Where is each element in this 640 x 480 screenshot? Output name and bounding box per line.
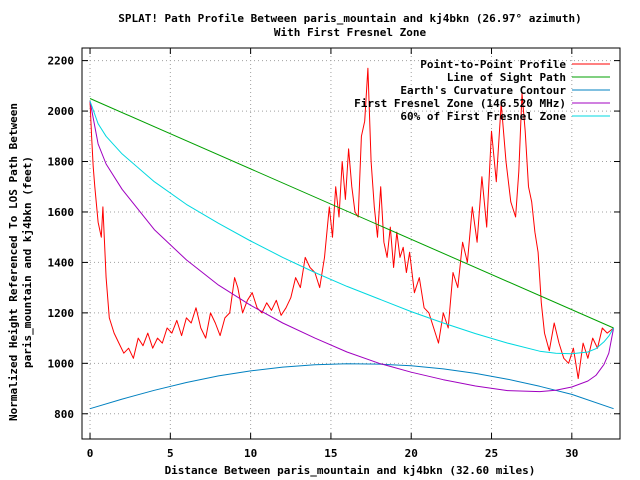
chart-subtitle: With First Fresnel Zone [274, 26, 427, 39]
x-tick-label: 10 [244, 447, 257, 460]
x-tick-label: 30 [565, 447, 578, 460]
x-axis-label: Distance Between paris_mountain and kj4b… [165, 464, 536, 477]
grid-lines [82, 48, 620, 439]
legend-label-3: First Fresnel Zone (146.520 MHz) [354, 97, 566, 110]
series-line-4 [89, 100, 615, 355]
x-tick-label: 25 [485, 447, 498, 460]
y-tick-label: 800 [54, 408, 74, 421]
y-axis-ticks: 800 1000 1200 1400 1600 1800 2000 2200 [48, 55, 620, 421]
series-lines [89, 67, 615, 410]
legend-label-0: Point-to-Point Profile [420, 58, 566, 71]
legend-label-4: 60% of First Fresnel Zone [400, 110, 566, 123]
x-axis-ticks: 0 5 10 15 20 25 30 [87, 48, 578, 460]
series-line-0 [89, 67, 614, 379]
y-axis-label-line-1: Normalized Height Referenced To LOS Path… [7, 103, 20, 421]
y-tick-label: 1200 [48, 307, 75, 320]
legend-label-2: Earth's Curvature Contour [400, 84, 566, 97]
series-line-2 [89, 363, 614, 410]
x-tick-label: 5 [167, 447, 174, 460]
plot-frame [81, 47, 621, 440]
y-tick-label: 2000 [48, 105, 75, 118]
y-tick-label: 1800 [48, 156, 75, 169]
chart-title: SPLAT! Path Profile Between paris_mounta… [118, 12, 582, 25]
x-tick-label: 0 [87, 447, 94, 460]
y-axis-label-line-2: paris_mountain and kj4bkn (feet) [21, 156, 34, 368]
x-tick-label: 20 [405, 447, 418, 460]
y-tick-label: 1400 [48, 256, 75, 269]
legend-label-1: Line of Sight Path [447, 71, 566, 84]
series-line-1 [89, 98, 614, 329]
y-tick-label: 1000 [48, 357, 75, 370]
y-tick-label: 2200 [48, 55, 75, 68]
titles: SPLAT! Path Profile Between paris_mounta… [118, 12, 582, 39]
series-line-3 [89, 100, 615, 393]
x-tick-label: 15 [324, 447, 337, 460]
y-tick-label: 1600 [48, 206, 75, 219]
